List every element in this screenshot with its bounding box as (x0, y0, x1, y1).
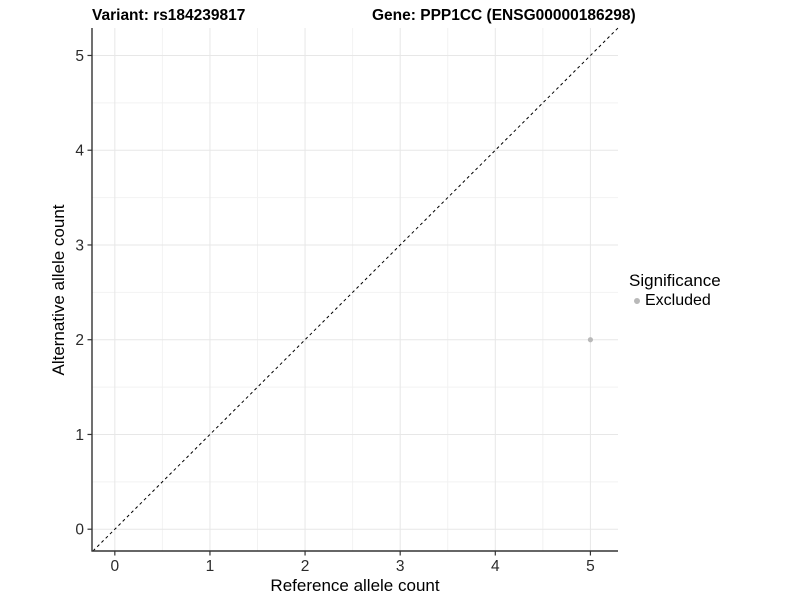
legend: Significance Excluded (629, 271, 721, 310)
legend-title: Significance (629, 271, 721, 290)
x-tick-label: 4 (491, 558, 500, 575)
legend-entry-excluded: Excluded (629, 292, 721, 310)
y-tick-label: 0 (75, 522, 84, 539)
x-axis-title: Reference allele count (270, 576, 440, 595)
legend-entry-label: Excluded (645, 292, 711, 309)
y-tick-label: 3 (75, 237, 84, 254)
gridlines-major (92, 28, 618, 551)
axis-ticks (87, 54, 592, 556)
data-points (587, 337, 594, 343)
y-tick-label: 4 (75, 143, 84, 160)
data-point (587, 337, 594, 343)
gridlines-minor (92, 28, 618, 551)
y-tick-label: 1 (75, 427, 84, 444)
x-tick-label: 5 (586, 558, 595, 575)
identity-reference-line (92, 27, 619, 552)
identity-line (92, 27, 619, 552)
y-tick-label: 5 (75, 48, 84, 65)
y-tick-label: 2 (75, 332, 84, 349)
y-axis-title: Alternative allele count (49, 204, 68, 376)
axis-lines (91, 28, 618, 552)
axis-tick-labels: 0 1 2 3 4 5 0 1 2 3 4 5 (75, 48, 594, 575)
x-tick-label: 1 (206, 558, 215, 575)
legend-point-icon (634, 298, 640, 304)
x-tick-label: 3 (396, 558, 405, 575)
x-tick-label: 0 (111, 558, 120, 575)
plot-title-gene: Gene: PPP1CC (ENSG00000186298) (372, 7, 636, 24)
x-tick-label: 2 (301, 558, 310, 575)
plot-title-variant: Variant: rs184239817 (92, 7, 246, 24)
